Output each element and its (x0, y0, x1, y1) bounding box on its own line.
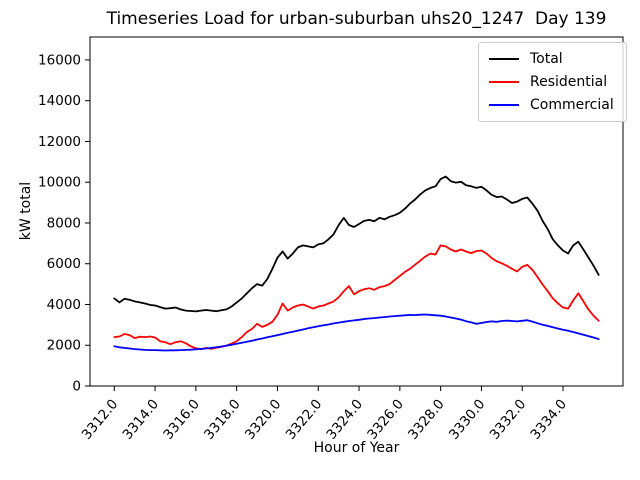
total-line (113, 175, 600, 313)
y-tick-label: 0 (72, 379, 81, 395)
legend-line-sample-residential (489, 81, 519, 83)
x-tick-label: 3316.0 (160, 396, 203, 442)
legend-entry-total: Total (489, 51, 614, 67)
x-tick-label: 3334.0 (527, 396, 570, 442)
x-tick-label: 3318.0 (201, 396, 244, 442)
y-tick-label: 14000 (38, 93, 81, 109)
y-tick-label: 2000 (47, 338, 81, 354)
chart-title: Timeseries Load for urban-suburban uhs20… (106, 9, 607, 29)
legend-line-sample-total (489, 58, 519, 60)
legend-entry-commercial: Commercial (489, 97, 614, 113)
y-tick-label: 8000 (47, 215, 81, 231)
legend-label-residential: Residential (530, 74, 608, 90)
commercial-line (113, 313, 600, 352)
legend: Total Residential Commercial (478, 42, 627, 122)
x-tick-label: 3320.0 (242, 396, 285, 442)
axes-frame (89, 36, 624, 387)
x-tick-label: 3322.0 (283, 396, 326, 442)
y-tick-label: 6000 (47, 256, 81, 272)
y-tick-label: 4000 (47, 297, 81, 313)
legend-label-commercial: Commercial (530, 97, 614, 113)
x-tick-label: 3328.0 (405, 396, 448, 442)
residential-line (113, 244, 600, 351)
x-tick-label: 3312.0 (79, 396, 122, 442)
y-tick-label: 12000 (38, 134, 81, 150)
legend-line-sample-commercial (489, 104, 519, 106)
x-tick-label: 3324.0 (323, 396, 366, 442)
x-tick-label: 3330.0 (446, 396, 489, 442)
x-tick-label: 3332.0 (487, 396, 530, 442)
legend-entry-residential: Residential (489, 74, 614, 90)
x-axis-label: Hour of Year (313, 440, 400, 456)
x-tick-label: 3314.0 (120, 396, 163, 442)
x-tick-label: 3326.0 (364, 396, 407, 442)
y-tick-label: 16000 (38, 52, 81, 68)
legend-label-total: Total (530, 51, 563, 67)
y-tick-label: 10000 (38, 175, 81, 191)
